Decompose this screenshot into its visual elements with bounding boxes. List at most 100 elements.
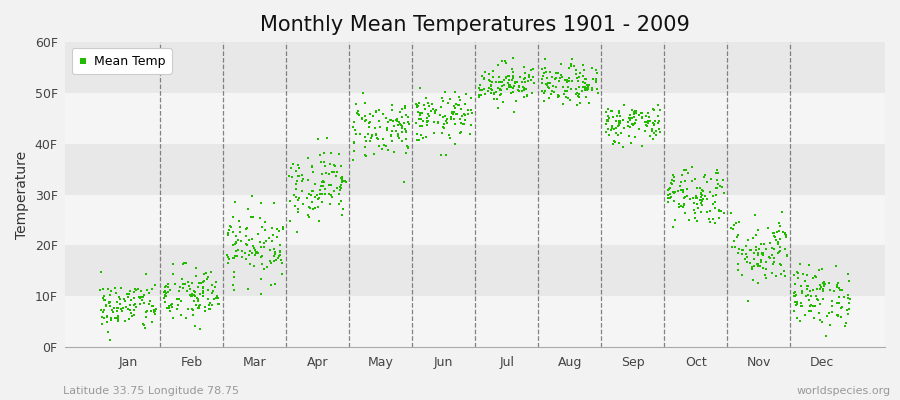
- Mean Temp: [772, 248, 787, 255]
- Mean Temp: [134, 297, 148, 303]
- Mean Temp: [310, 136, 325, 142]
- Mean Temp: [333, 187, 347, 194]
- Mean Temp: [554, 61, 569, 68]
- Mean Temp: [788, 281, 802, 287]
- Mean Temp: [174, 312, 188, 318]
- Mean Temp: [420, 118, 435, 125]
- Mean Temp: [157, 295, 171, 301]
- Mean Temp: [185, 280, 200, 286]
- Mean Temp: [499, 74, 513, 81]
- Mean Temp: [518, 74, 532, 81]
- Mean Temp: [612, 110, 626, 116]
- Mean Temp: [122, 291, 136, 297]
- Mean Temp: [696, 196, 710, 203]
- Mean Temp: [273, 249, 287, 256]
- Mean Temp: [227, 269, 241, 276]
- Mean Temp: [398, 105, 412, 112]
- Mean Temp: [627, 120, 642, 126]
- Mean Temp: [451, 102, 465, 108]
- Mean Temp: [800, 272, 814, 278]
- Mean Temp: [830, 282, 844, 288]
- Mean Temp: [148, 308, 162, 314]
- Mean Temp: [226, 255, 240, 262]
- Mean Temp: [707, 199, 722, 205]
- Mean Temp: [122, 288, 137, 294]
- Mean Temp: [472, 82, 487, 89]
- Mean Temp: [842, 300, 856, 306]
- Mean Temp: [400, 119, 415, 126]
- Mean Temp: [761, 254, 776, 261]
- Mean Temp: [799, 293, 814, 300]
- Mean Temp: [327, 188, 341, 194]
- Mean Temp: [164, 302, 178, 308]
- Mean Temp: [292, 195, 306, 201]
- Mean Temp: [201, 296, 215, 302]
- Mean Temp: [572, 94, 586, 100]
- Mean Temp: [563, 86, 578, 92]
- Mean Temp: [766, 260, 780, 267]
- Mean Temp: [391, 131, 405, 137]
- Mean Temp: [328, 163, 342, 169]
- Mean Temp: [94, 268, 109, 275]
- Mean Temp: [834, 305, 849, 312]
- Mean Temp: [266, 258, 281, 265]
- Mean Temp: [698, 193, 713, 199]
- Mean Temp: [228, 253, 242, 260]
- Mean Temp: [647, 122, 662, 128]
- Mean Temp: [576, 62, 590, 68]
- Mean Temp: [410, 131, 424, 137]
- Mean Temp: [330, 168, 345, 175]
- Mean Temp: [158, 293, 173, 300]
- Mean Temp: [273, 248, 287, 254]
- Mean Temp: [291, 173, 305, 180]
- Mean Temp: [756, 252, 770, 258]
- Mean Temp: [810, 286, 824, 292]
- Mean Temp: [401, 144, 416, 150]
- Mean Temp: [590, 76, 604, 82]
- Mean Temp: [334, 175, 348, 181]
- Mean Temp: [616, 102, 631, 108]
- Mean Temp: [572, 100, 587, 106]
- Mean Temp: [502, 84, 517, 90]
- Mean Temp: [200, 275, 214, 282]
- Mean Temp: [495, 58, 509, 64]
- Mean Temp: [390, 116, 404, 122]
- Mean Temp: [124, 313, 139, 319]
- Mean Temp: [111, 314, 125, 321]
- Mean Temp: [328, 172, 343, 179]
- Mean Temp: [257, 266, 272, 272]
- Mean Temp: [624, 115, 638, 121]
- Mean Temp: [831, 312, 845, 318]
- Mean Temp: [674, 187, 688, 193]
- Mean Temp: [456, 121, 471, 127]
- Mean Temp: [323, 200, 338, 207]
- Mean Temp: [148, 310, 162, 317]
- Mean Temp: [772, 248, 787, 254]
- Mean Temp: [274, 271, 289, 277]
- Mean Temp: [464, 121, 479, 128]
- Mean Temp: [620, 123, 634, 129]
- Mean Temp: [608, 139, 622, 145]
- Mean Temp: [808, 274, 823, 280]
- Mean Temp: [613, 112, 627, 119]
- Mean Temp: [664, 193, 679, 200]
- Mean Temp: [652, 118, 666, 124]
- Mean Temp: [548, 76, 562, 82]
- Mean Temp: [806, 275, 821, 281]
- Mean Temp: [291, 209, 305, 215]
- Mean Temp: [454, 128, 469, 135]
- Mean Temp: [195, 279, 210, 286]
- Mean Temp: [622, 132, 636, 139]
- Mean Temp: [104, 307, 119, 313]
- Mean Temp: [301, 154, 315, 161]
- Mean Temp: [295, 188, 310, 194]
- Mean Temp: [508, 79, 522, 85]
- Mean Temp: [301, 212, 315, 218]
- Mean Temp: [642, 120, 656, 126]
- Mean Temp: [454, 106, 468, 112]
- Mean Temp: [478, 91, 492, 98]
- Mean Temp: [447, 116, 462, 122]
- Mean Temp: [639, 119, 653, 126]
- Mean Temp: [415, 123, 429, 130]
- Mean Temp: [181, 278, 195, 285]
